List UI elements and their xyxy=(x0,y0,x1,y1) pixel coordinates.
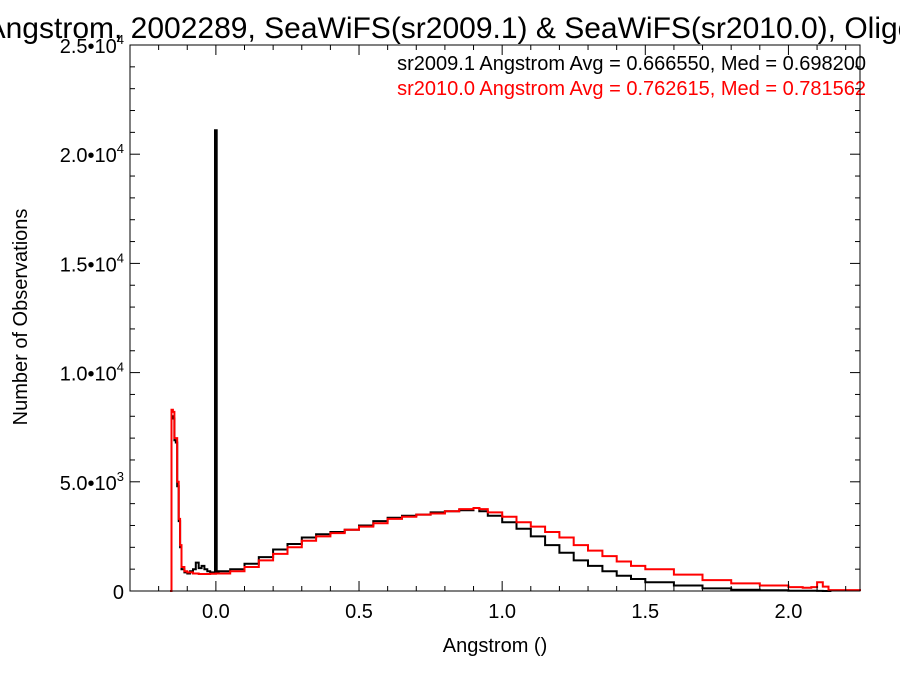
y-tick-exponent: 4 xyxy=(117,32,124,47)
chart-title: Angstrom, 2002289, SeaWiFS(sr2009.1) & S… xyxy=(0,12,900,45)
x-axis-title: Angstrom () xyxy=(443,635,547,657)
y-tick-exponent: 3 xyxy=(117,469,124,484)
y-tick-label: 2.0•104 xyxy=(60,141,124,167)
x-tick-label: 0.0 xyxy=(202,601,230,623)
x-tick-label: 1.5 xyxy=(631,601,659,623)
y-tick-label: 1.5•104 xyxy=(60,250,124,276)
plot-area: 0.0 0.5 1.0 1.5 2.0 0 5.0•103 1.0•104 1.5•104 2.0… xyxy=(60,32,861,623)
y-tick-label: 5.0•103 xyxy=(60,469,124,495)
x-tick-label: 1.0 xyxy=(488,601,516,623)
y-tick-label: 2.5•104 xyxy=(60,32,124,58)
x-tick-label: 2.0 xyxy=(775,601,803,623)
y-tick-exponent: 4 xyxy=(117,141,124,156)
annotation-sr2010-stats: sr2010.0 Angstrom Avg = 0.762615, Med = … xyxy=(397,78,866,100)
y-axis-title: Number of Observations xyxy=(10,209,32,426)
series-line-2 xyxy=(170,408,861,592)
y-tick-label: 1.0•104 xyxy=(60,360,124,386)
x-tick-label: 0.5 xyxy=(345,601,373,623)
annotation-sr2009-stats: sr2009.1 Angstrom Avg = 0.666550, Med = … xyxy=(397,53,866,75)
series-line-1 xyxy=(170,129,832,592)
y-tick-exponent: 4 xyxy=(117,360,124,375)
y-tick-exponent: 4 xyxy=(117,250,124,265)
y-tick-label: 0 xyxy=(113,582,124,604)
plot-frame xyxy=(129,44,861,592)
